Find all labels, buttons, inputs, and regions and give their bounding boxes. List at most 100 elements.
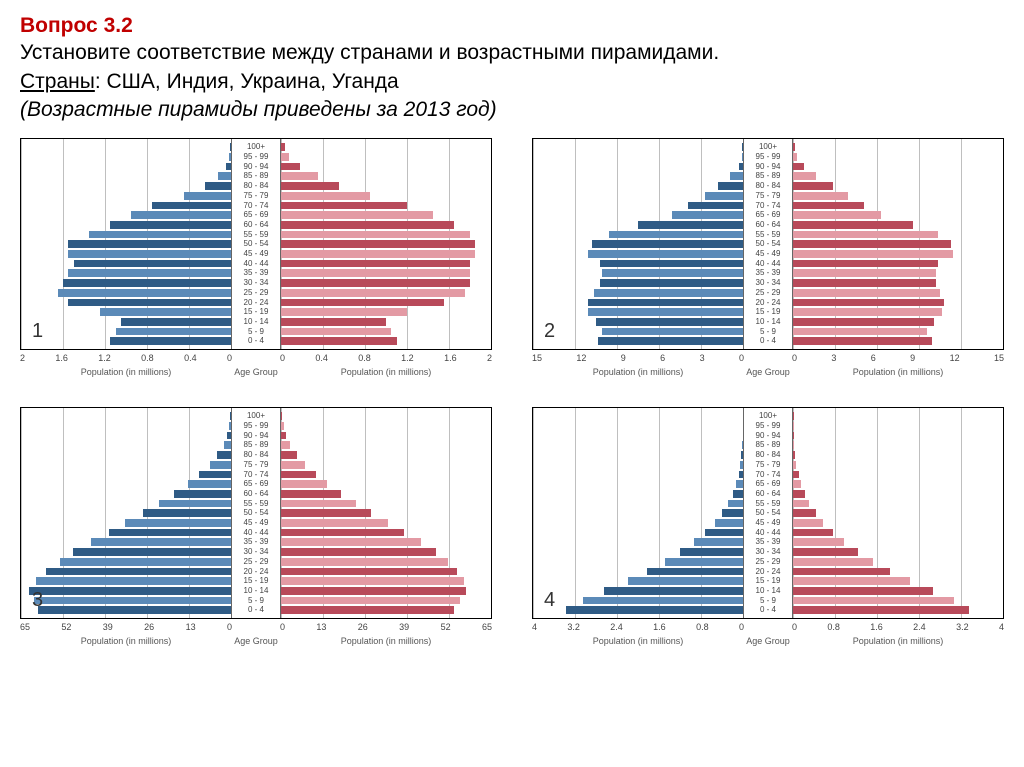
female-bar [281, 328, 391, 336]
female-bar [793, 299, 944, 307]
male-bar [73, 548, 231, 556]
age-label: 0 - 4 [232, 606, 280, 614]
age-label: 100+ [232, 143, 280, 151]
age-label: 35 - 39 [744, 538, 792, 546]
tick-label: 1.6 [870, 622, 883, 632]
tick-label: 52 [441, 622, 451, 632]
age-label: 75 - 79 [232, 192, 280, 200]
female-bar [793, 432, 794, 440]
male-bar [29, 587, 231, 595]
male-bar [143, 509, 231, 517]
male-bar [598, 337, 743, 345]
age-label: 70 - 74 [232, 202, 280, 210]
tick-label: 0 [792, 622, 797, 632]
age-label: 95 - 99 [232, 422, 280, 430]
tick-label: 3 [831, 353, 836, 363]
age-label: 50 - 54 [744, 509, 792, 517]
male-bar [594, 289, 743, 297]
female-bar [281, 471, 316, 479]
male-bar [109, 529, 231, 537]
female-bar [281, 231, 470, 239]
countries-list: : США, Индия, Украина, Уганда [95, 70, 399, 93]
male-bar [705, 529, 743, 537]
age-label: 75 - 79 [744, 192, 792, 200]
male-bar [740, 461, 743, 469]
male-pane [21, 408, 232, 618]
age-label: 90 - 94 [744, 432, 792, 440]
female-bar [281, 260, 470, 268]
female-bar [793, 490, 805, 498]
male-bar [116, 328, 232, 336]
tick-label: 26 [358, 622, 368, 632]
male-bar [199, 471, 231, 479]
age-label: 90 - 94 [232, 163, 280, 171]
question-note: (Возрастные пирамиды приведены за 2013 г… [20, 96, 1004, 124]
age-label: 95 - 99 [744, 153, 792, 161]
male-bar [566, 606, 743, 614]
age-label: 15 - 19 [232, 308, 280, 316]
age-label: 45 - 49 [744, 250, 792, 258]
male-bar [229, 153, 231, 161]
tick-label: 0.4 [315, 353, 328, 363]
male-bar [159, 500, 231, 508]
female-bar [793, 211, 881, 219]
female-bar [793, 202, 864, 210]
female-bar [281, 500, 356, 508]
male-bar [694, 538, 743, 546]
male-bar [46, 568, 231, 576]
female-bar [793, 260, 938, 268]
pyramid-number: 3 [32, 589, 43, 612]
age-label: 20 - 24 [232, 568, 280, 576]
female-bar [793, 231, 938, 239]
age-label: 95 - 99 [232, 153, 280, 161]
female-bar [793, 308, 942, 316]
male-bar [604, 587, 743, 595]
tick-label: 12 [576, 353, 586, 363]
male-bar [205, 182, 231, 190]
male-pane [533, 408, 744, 618]
female-bar [281, 606, 454, 614]
age-label: 40 - 44 [232, 529, 280, 537]
x-labels: Population (in millions)Age GroupPopulat… [532, 636, 1004, 646]
x-ticks: 6552392613001326395265 [20, 622, 492, 632]
age-label: 20 - 24 [744, 568, 792, 576]
age-label: 50 - 54 [232, 509, 280, 517]
x-left-label: Population (in millions) [20, 367, 232, 377]
male-pane [21, 139, 232, 349]
male-bar [217, 451, 231, 459]
female-bar [793, 172, 816, 180]
age-label: 95 - 99 [744, 422, 792, 430]
female-bar [793, 441, 794, 449]
male-bar [74, 260, 232, 268]
male-bar [227, 432, 231, 440]
male-pane [533, 139, 744, 349]
pyramid-1: 100+95 - 9990 - 9485 - 8980 - 8475 - 797… [20, 138, 492, 377]
age-label: 5 - 9 [744, 328, 792, 336]
tick-label: 3 [700, 353, 705, 363]
tick-label: 0 [280, 353, 285, 363]
female-bar [281, 308, 407, 316]
tick-label: 2.4 [913, 622, 926, 632]
pyramid-plot: 100+95 - 9990 - 9485 - 8980 - 8475 - 797… [20, 407, 492, 619]
age-axis: 100+95 - 9990 - 9485 - 8980 - 8475 - 797… [232, 408, 280, 618]
male-bar [600, 279, 743, 287]
female-bar [793, 337, 932, 345]
male-bar [110, 221, 231, 229]
age-label: 10 - 14 [744, 587, 792, 595]
female-bar [793, 182, 833, 190]
age-label: 80 - 84 [232, 182, 280, 190]
age-label: 75 - 79 [744, 461, 792, 469]
male-bar [588, 250, 743, 258]
question-text: Установите соответствие между странами и… [20, 39, 1004, 67]
female-bar [793, 519, 823, 527]
male-bar [224, 441, 231, 449]
x-ticks: 21.61.20.80.4000.40.81.21.62 [20, 353, 492, 363]
female-bar [281, 587, 466, 595]
tick-label: 2.4 [610, 622, 623, 632]
male-bar [68, 299, 231, 307]
age-label: 65 - 69 [744, 480, 792, 488]
age-label: 35 - 39 [744, 269, 792, 277]
pyramid-plot: 100+95 - 9990 - 9485 - 8980 - 8475 - 797… [532, 138, 1004, 350]
female-bar [281, 422, 284, 430]
female-bar [793, 451, 795, 459]
